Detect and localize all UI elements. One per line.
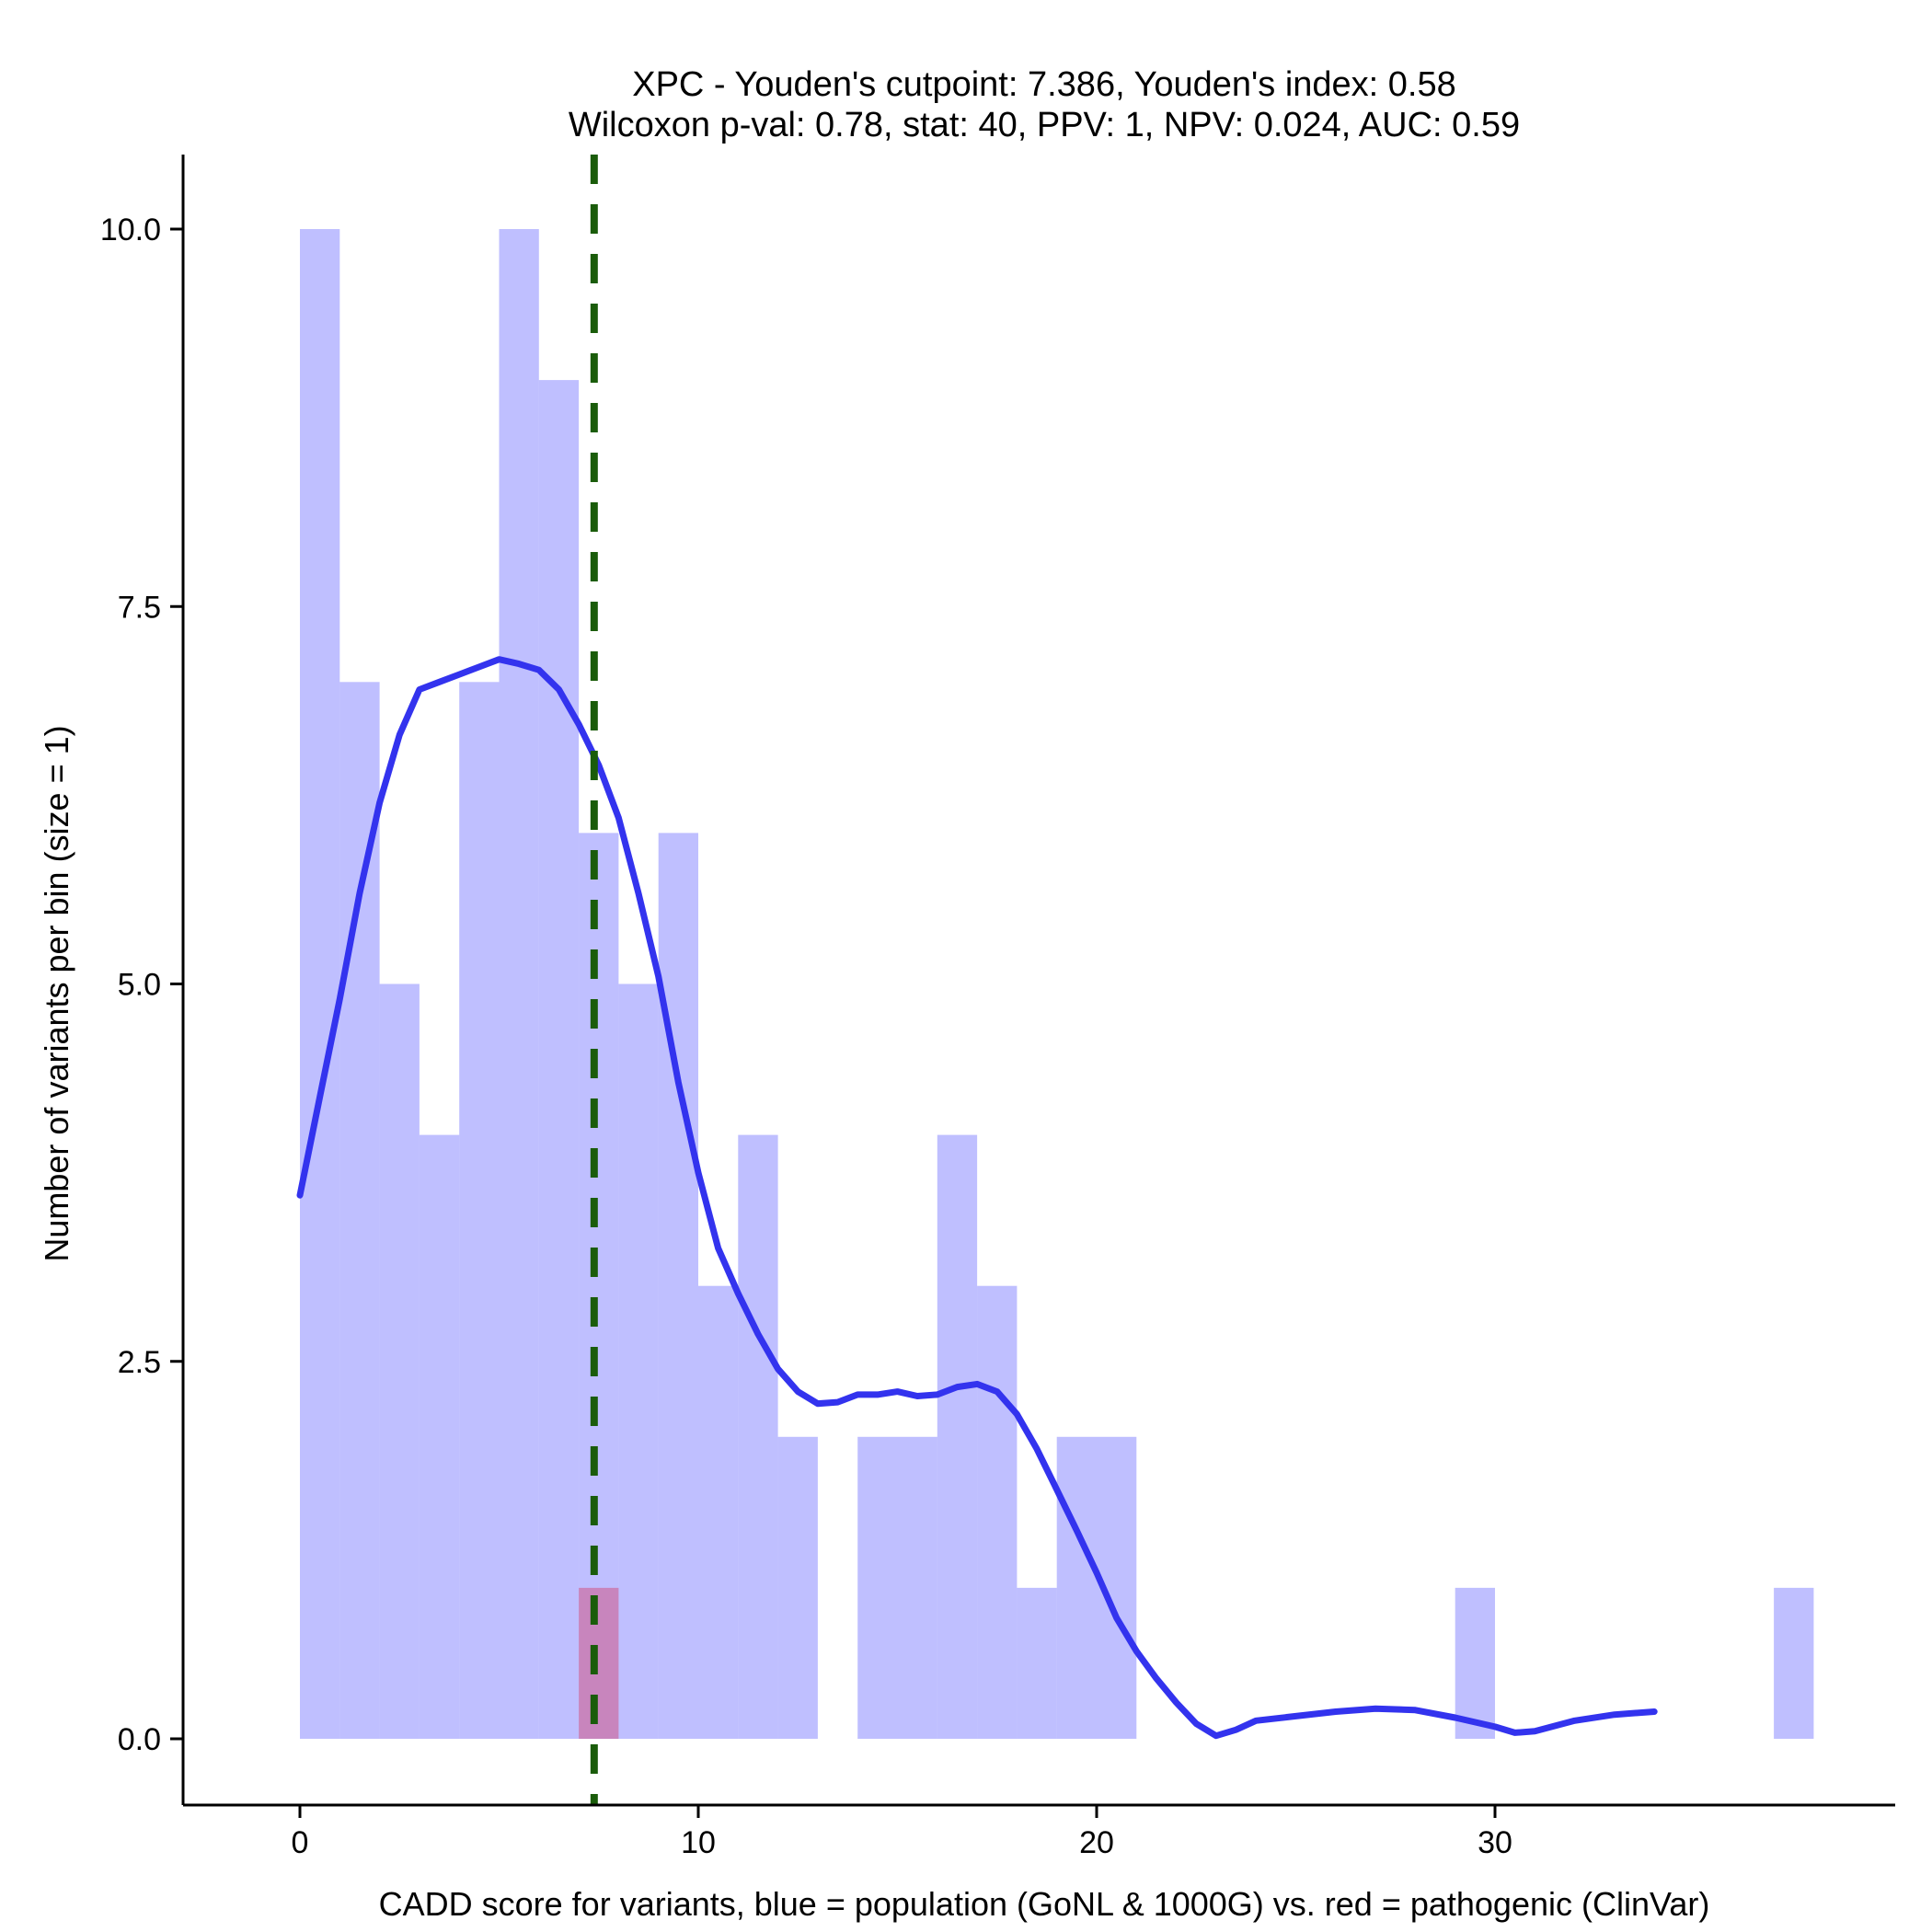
population-bar-1	[339, 682, 380, 1739]
x-tick-label-30: 30	[1478, 1825, 1512, 1860]
chart-title-line-2: Wilcoxon p-val: 0.78, stat: 40, PPV: 1, …	[569, 106, 1520, 144]
x-tick-label-10: 10	[681, 1825, 716, 1860]
chart-title-line-1: XPC - Youden's cutpoint: 7.386, Youden's…	[632, 65, 1456, 104]
population-bar-19	[1056, 1436, 1097, 1739]
population-bar-15	[897, 1436, 937, 1739]
population-bar-14	[857, 1436, 898, 1739]
population-bar-5	[499, 229, 539, 1739]
population-bar-29	[1455, 1587, 1495, 1739]
y-tick-label-0: 0.0	[118, 1722, 161, 1757]
pathogenic-bar-7	[579, 1587, 619, 1739]
y-tick-label-10: 10.0	[100, 213, 161, 247]
population-bar-6	[538, 380, 580, 1740]
population-bar-2	[379, 983, 420, 1739]
population-bar-17	[977, 1285, 1018, 1739]
population-bar-3	[419, 1134, 460, 1739]
bars-layer	[300, 229, 1814, 1740]
y-tick-label-7.5: 7.5	[118, 590, 161, 625]
x-tick-label-20: 20	[1079, 1825, 1114, 1860]
population-bar-16	[937, 1134, 978, 1739]
population-bar-10	[698, 1285, 739, 1739]
density-curve-layer	[296, 656, 1658, 1740]
population-bar-0	[300, 229, 340, 1739]
y-tick-label-5: 5.0	[118, 968, 161, 1003]
population-bar-9	[658, 833, 698, 1739]
population-bar-37	[1774, 1587, 1814, 1739]
population-bar-18	[1017, 1587, 1057, 1739]
y-tick-label-2.5: 2.5	[118, 1345, 161, 1380]
density-curve	[296, 656, 1658, 1740]
population-bar-11	[738, 1134, 778, 1739]
population-bar-12	[777, 1436, 818, 1739]
population-bar-8	[618, 983, 659, 1739]
x-tick-label-0: 0	[292, 1825, 309, 1860]
axes-layer	[181, 155, 1895, 1807]
population-bar-4	[459, 682, 500, 1739]
ticks-layer: 0 10 20 30 0.0 2.5 5.0 7.5 10.0	[100, 213, 1512, 1860]
y-axis-label: Number of variants per bin (size = 1)	[38, 725, 75, 1261]
x-axis-label: CADD score for variants, blue = populati…	[379, 1885, 1710, 1923]
